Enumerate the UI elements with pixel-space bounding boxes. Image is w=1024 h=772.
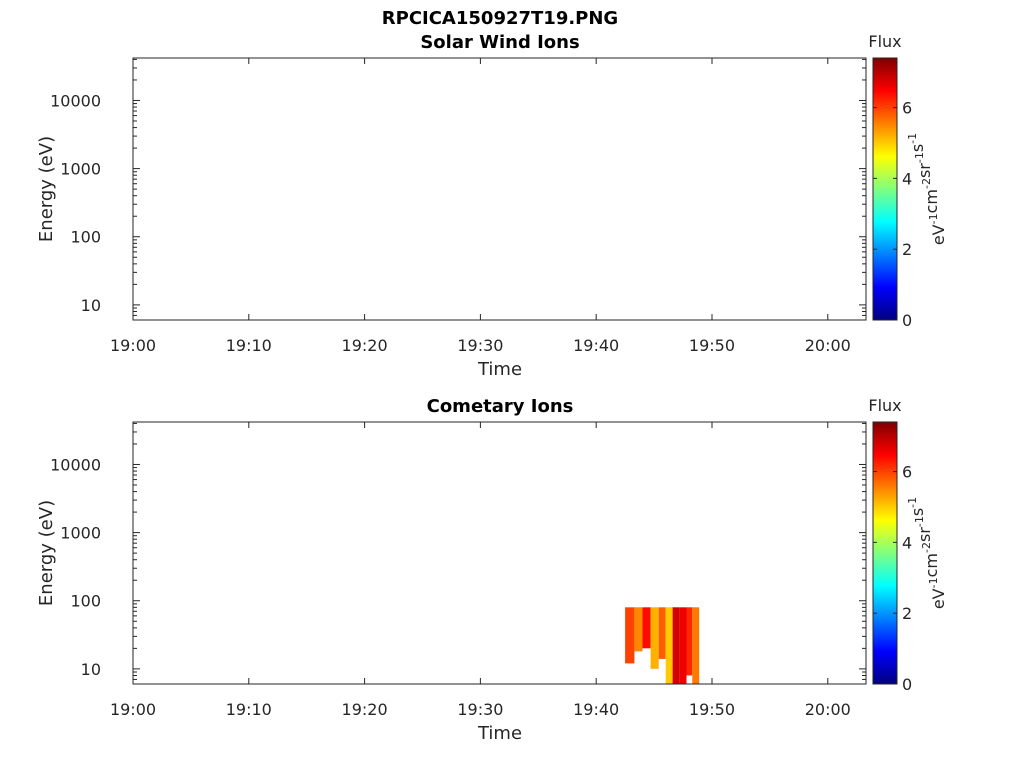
colorbar-tick-label: 0 <box>902 311 912 330</box>
panel-title: Cometary Ions <box>427 396 574 417</box>
x-tick-label: 19:20 <box>342 336 388 355</box>
heatmap-cell <box>650 607 659 669</box>
x-tick-label: 19:50 <box>689 700 735 719</box>
colorbar <box>872 421 898 685</box>
y-tick-label: 10 <box>81 660 101 679</box>
x-axis-label: Time <box>477 723 522 744</box>
y-tick-label: 100 <box>70 228 101 247</box>
x-tick-label: 19:30 <box>457 700 503 719</box>
x-tick-label: 19:00 <box>110 700 156 719</box>
heatmap-cell <box>642 607 651 649</box>
heatmap-cell <box>686 607 693 676</box>
colorbar-unit-label: eV-1cm-2sr-1s-1 <box>906 133 948 245</box>
x-tick-label: 20:00 <box>805 336 851 355</box>
panel-cometary-ions: Cometary Ions Time Energy (eV) Flux eV-1… <box>36 396 948 744</box>
panel-title: Solar Wind Ions <box>420 32 579 53</box>
plot-frame <box>132 421 867 685</box>
colorbar-tick-label: 6 <box>902 99 912 118</box>
heatmap-cell <box>658 607 666 659</box>
y-axis-label: Energy (eV) <box>36 500 57 606</box>
x-tick-label: 19:40 <box>573 336 619 355</box>
plot-frame <box>132 57 867 321</box>
colorbar-tick-label: 2 <box>902 240 912 259</box>
x-tick-label: 19:30 <box>457 336 503 355</box>
heatmap-cells <box>625 607 700 684</box>
colorbar-title: Flux <box>868 32 901 51</box>
x-tick-label: 19:10 <box>226 336 272 355</box>
y-tick-label: 10000 <box>50 91 101 110</box>
x-tick-label: 20:00 <box>805 700 851 719</box>
x-tick-label: 19:10 <box>226 700 272 719</box>
y-tick-label: 1000 <box>60 160 101 179</box>
x-tick-label: 19:40 <box>573 700 619 719</box>
y-tick-label: 100 <box>70 592 101 611</box>
heatmap-cell <box>672 607 680 684</box>
colorbar-unit-label: eV-1cm-2sr-1s-1 <box>906 497 948 609</box>
colorbar-tick-label: 0 <box>902 675 912 694</box>
heatmap-cell <box>625 607 635 664</box>
colorbar-tick-label: 4 <box>902 533 912 552</box>
colorbar-tick-label: 6 <box>902 463 912 482</box>
heatmap-cell <box>692 607 700 684</box>
y-tick-label: 10000 <box>50 455 101 474</box>
heatmap-cell <box>634 607 643 652</box>
heatmap-cell <box>665 607 673 684</box>
colorbar-title: Flux <box>868 396 901 415</box>
panel-solar-wind-ions: Solar Wind Ions Time Energy (eV) Flux eV… <box>36 32 948 380</box>
colorbar <box>872 57 898 321</box>
x-tick-label: 19:00 <box>110 336 156 355</box>
colorbar-tick-label: 2 <box>902 604 912 623</box>
heatmap-cell <box>679 607 687 684</box>
y-tick-label: 1000 <box>60 524 101 543</box>
x-tick-label: 19:20 <box>342 700 388 719</box>
figure-title: RPCICA150927T19.PNG <box>382 8 618 29</box>
x-axis-label: Time <box>477 359 522 380</box>
y-tick-label: 10 <box>81 296 101 315</box>
y-axis-label: Energy (eV) <box>36 136 57 242</box>
colorbar-tick-label: 4 <box>902 169 912 188</box>
x-tick-label: 19:50 <box>689 336 735 355</box>
